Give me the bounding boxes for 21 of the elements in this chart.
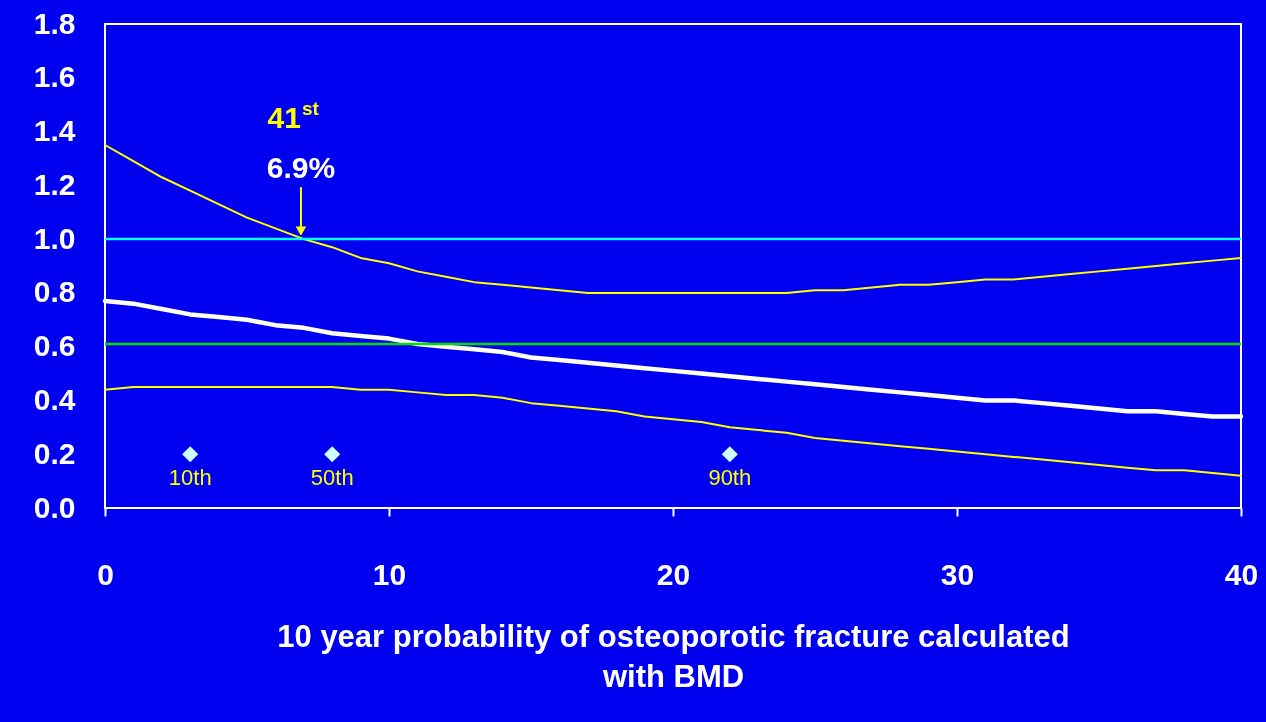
x-tick-label: 20 (656, 557, 691, 591)
y-tick-label: 1.0 (33, 221, 76, 255)
y-tick-label: 0.0 (33, 490, 76, 524)
x-tick-label: 40 (1224, 557, 1259, 591)
y-tick-label: 1.6 (33, 60, 76, 94)
y-tick-label: 0.4 (33, 382, 76, 416)
y-tick-label: 0.6 (33, 329, 76, 363)
annotation: 90th (708, 465, 752, 491)
annotation: 50th (310, 465, 354, 491)
y-tick-label: 1.2 (33, 167, 76, 201)
x-tick-label: 10 (372, 557, 407, 591)
y-tick-label: 1.4 (33, 114, 76, 148)
x-tick-label: 0 (97, 557, 114, 591)
y-tick-label: 0.8 (33, 275, 76, 309)
x-axis-title: 10 year probability of osteoporotic fracture calculated with BMD (277, 618, 1070, 694)
x-tick-label: 30 (940, 557, 975, 591)
annotation: 6.9% (266, 151, 336, 185)
line-series (104, 144, 1242, 294)
y-tick-label: 1.8 (33, 6, 76, 40)
y-tick-label: 0.2 (33, 436, 76, 470)
annotation: 10th (168, 465, 212, 491)
